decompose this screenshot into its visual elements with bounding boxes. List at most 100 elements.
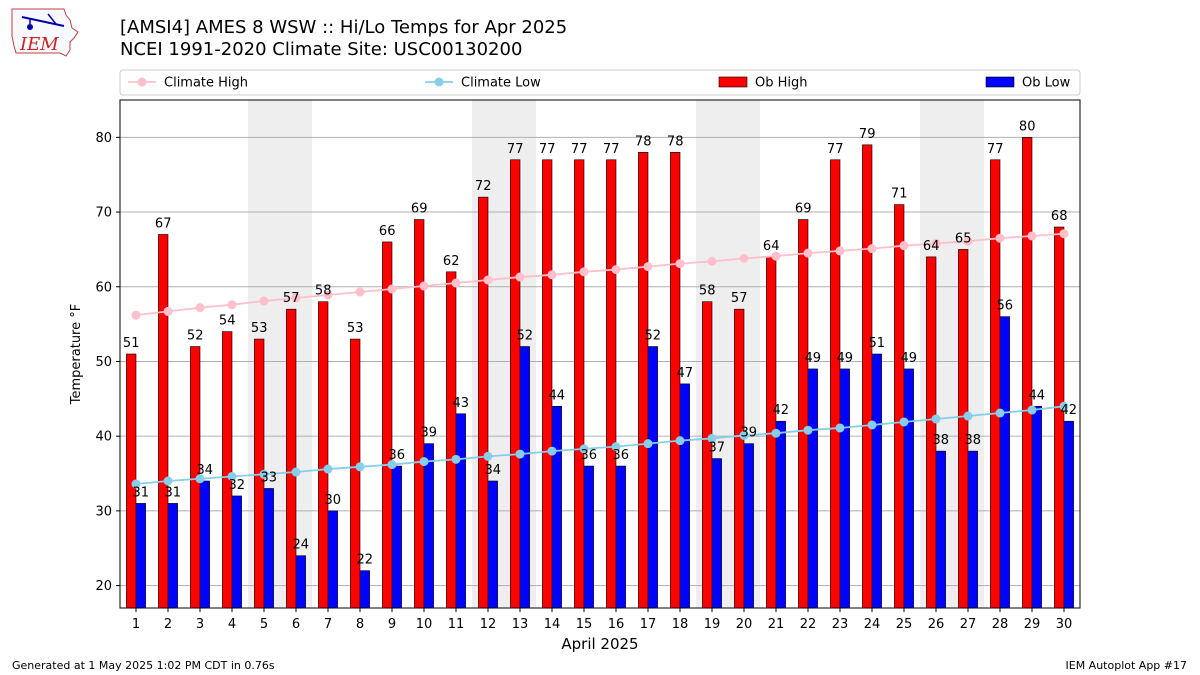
- climate-low-point: [323, 464, 333, 474]
- ob-high-label: 66: [379, 224, 396, 239]
- ob-high-bar: [542, 159, 553, 609]
- ob-low-bar: [135, 503, 146, 609]
- climate-low-point: [195, 474, 205, 484]
- ob-high-bar: [478, 196, 489, 609]
- ob-high-label: 65: [955, 231, 972, 246]
- x-tick-label: 19: [704, 617, 721, 632]
- climate-low-point: [259, 469, 269, 479]
- chart-title: [AMSI4] AMES 8 WSW :: Hi/Lo Temps for Ap…: [120, 17, 568, 38]
- climate-low-point: [611, 442, 621, 452]
- climate-low-point: [803, 425, 813, 435]
- ob-high-label: 71: [891, 187, 908, 202]
- x-tick-label: 10: [416, 617, 433, 632]
- climate-low-point: [419, 457, 429, 467]
- x-tick-label: 2: [164, 617, 172, 632]
- climate-high-point: [451, 278, 461, 288]
- ob-high-bar: [638, 151, 649, 609]
- legend-climate-high-marker: [137, 77, 147, 87]
- climate-high-point: [739, 253, 749, 263]
- x-tick-label: 4: [228, 617, 236, 632]
- climate-low-line: [135, 405, 1065, 485]
- climate-low-point: [643, 439, 653, 449]
- ob-low-bar: [615, 465, 626, 609]
- ob-high-bar: [734, 308, 745, 609]
- ob-low-label: 44: [1029, 388, 1046, 403]
- ob-high-label: 77: [507, 142, 524, 157]
- legend-box: [119, 69, 1081, 96]
- x-tick-label: 12: [480, 617, 497, 632]
- ob-high-bar: [798, 219, 809, 609]
- x-tick-label: 23: [832, 617, 849, 632]
- ob-low-label: 32: [229, 478, 246, 493]
- ob-high-label: 53: [251, 321, 268, 336]
- climate-low-point: [835, 423, 845, 433]
- climate-high-point: [291, 293, 301, 303]
- climate-low-point: [227, 472, 237, 482]
- x-tick-label: 24: [864, 617, 881, 632]
- ob-low-bar: [231, 495, 242, 609]
- ob-high-label: 57: [283, 291, 300, 306]
- legend-ob-high-label: Ob High: [755, 76, 808, 91]
- climate-high-point: [1027, 231, 1037, 241]
- climate-high-point: [227, 300, 237, 310]
- ob-high-label: 77: [603, 142, 620, 157]
- ob-low-label: 36: [389, 448, 406, 463]
- climate-low-point: [675, 436, 685, 446]
- climate-high-point: [579, 267, 589, 277]
- climate-low-point: [931, 414, 941, 424]
- x-tick-label: 27: [960, 617, 977, 632]
- ob-high-bar: [382, 241, 393, 609]
- climate-low-point: [163, 476, 173, 486]
- ob-high-bar: [958, 249, 969, 609]
- ob-high-label: 78: [667, 134, 684, 149]
- climate-low-point: [483, 451, 493, 461]
- x-tick-label: 21: [768, 617, 785, 632]
- ob-low-bar: [967, 450, 978, 609]
- ob-low-label: 52: [517, 329, 534, 344]
- ob-low-bar: [903, 368, 914, 609]
- x-tick-label: 5: [260, 617, 268, 632]
- ob-low-bar: [487, 480, 498, 609]
- ob-high-label: 57: [731, 291, 748, 306]
- ob-low-bar: [199, 480, 210, 609]
- ob-high-bar: [830, 159, 841, 609]
- ob-low-label: 49: [837, 351, 854, 366]
- climate-high-point: [963, 236, 973, 246]
- ob-low-bar: [295, 555, 306, 609]
- climate-low-point: [547, 446, 557, 456]
- legend-ob-low-label: Ob Low: [1022, 76, 1071, 91]
- ob-low-label: 52: [645, 329, 662, 344]
- ob-low-bar: [263, 488, 274, 609]
- climate-high-point: [387, 284, 397, 294]
- ob-high-bar: [510, 159, 521, 609]
- ob-low-label: 56: [997, 299, 1014, 314]
- climate-high-point: [419, 281, 429, 291]
- climate-low-point: [387, 460, 397, 470]
- ob-high-label: 77: [987, 142, 1004, 157]
- ob-low-label: 30: [325, 493, 342, 508]
- ob-low-label: 31: [133, 485, 150, 500]
- x-tick-label: 6: [292, 617, 300, 632]
- chart-subtitle: NCEI 1991-2020 Climate Site: USC00130200: [120, 39, 523, 60]
- ob-high-label: 53: [347, 321, 364, 336]
- climate-high-point: [131, 310, 141, 320]
- ob-low-bar: [327, 510, 338, 609]
- footer-generated: Generated at 1 May 2025 1:02 PM CDT in 0…: [12, 659, 275, 672]
- ob-low-bar: [359, 570, 370, 609]
- ob-high-label: 67: [155, 216, 172, 231]
- ob-high-bar: [574, 159, 585, 609]
- ob-high-label: 62: [443, 254, 460, 269]
- ob-low-label: 33: [261, 470, 278, 485]
- ob-high-label: 54: [219, 314, 236, 329]
- legend-climate-high-label: Climate High: [164, 76, 248, 91]
- ob-high-bar: [1022, 137, 1033, 609]
- x-tick-label: 14: [544, 617, 561, 632]
- climate-high-point: [611, 265, 621, 275]
- ob-low-bar: [743, 443, 754, 609]
- ob-low-label: 24: [293, 538, 310, 553]
- climate-high-point: [259, 296, 269, 306]
- x-tick-label: 16: [608, 617, 625, 632]
- ob-high-bar: [158, 234, 169, 609]
- climate-low-point: [707, 433, 717, 443]
